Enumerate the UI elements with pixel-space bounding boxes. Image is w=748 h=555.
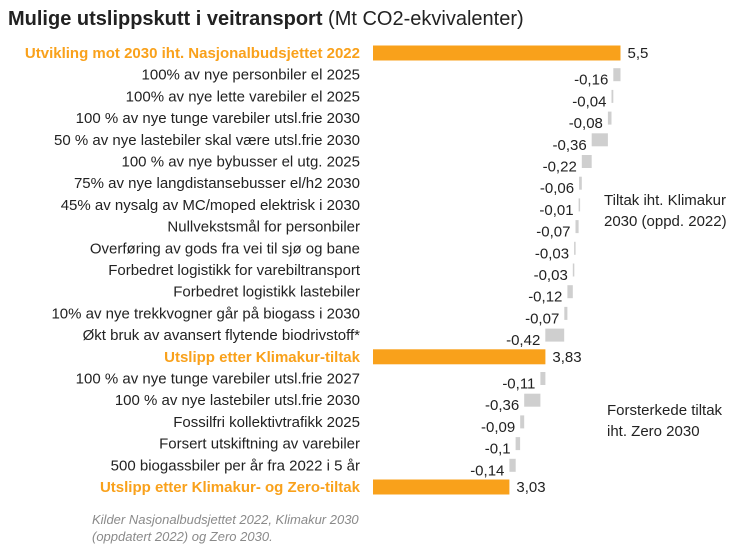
value-label: -0,36 [552, 137, 586, 154]
category-label: 100% av nye personbiler el 2025 [142, 67, 360, 84]
step-bar [611, 89, 614, 103]
category-label: 100 % av nye tunge varebiler utsl.frie 2… [76, 110, 360, 127]
group-annotation: iht. Zero 2030 [607, 423, 700, 440]
category-label: 100 % av nye lastebiler utsl.frie 2030 [115, 392, 360, 409]
step-bar [574, 241, 576, 255]
step-bar [572, 263, 575, 277]
step-bar [581, 155, 592, 168]
step-bar [578, 198, 581, 212]
category-label: 100% av nye lette varebiler el 2025 [126, 88, 360, 105]
category-label: Forbedret logistikk for varebiltransport [108, 262, 361, 279]
value-label: -0,08 [569, 115, 603, 132]
group-annotation: Tiltak iht. Klimakur [604, 192, 726, 209]
value-label: 5,5 [628, 45, 649, 62]
category-label: Forbedret logistikk lastebiler [173, 284, 360, 301]
value-label: -0,03 [534, 267, 568, 284]
step-bar [567, 285, 573, 299]
step-bar [520, 415, 525, 429]
category-label: Utvikling mot 2030 iht. Nasjonalbudsjett… [25, 45, 360, 62]
total-bar [373, 45, 621, 61]
category-label: 10% av nye trekkvogner går på biogass i … [51, 305, 360, 322]
value-label: -0,16 [574, 72, 608, 89]
value-label: -0,06 [540, 180, 574, 197]
group-annotation: 2030 (oppd. 2022) [604, 213, 727, 230]
total-bar [373, 479, 510, 495]
step-bar [579, 176, 582, 190]
value-label: 3,83 [552, 349, 581, 366]
total-bar [373, 349, 546, 365]
value-label: -0,42 [506, 332, 540, 349]
category-label: Utslipp etter Klimakur-tiltak [164, 349, 361, 366]
category-label: Overføring av gods fra vei til sjø og ba… [90, 240, 360, 257]
value-label: -0,03 [535, 245, 569, 262]
category-label: Nullvekstsmål for personbiler [167, 219, 360, 236]
value-label: -0,04 [572, 93, 606, 110]
value-label: -0,11 [502, 376, 535, 393]
category-label: 75% av nye langdistansebusser el/h2 2030 [74, 175, 360, 192]
value-label: -0,22 [543, 159, 577, 176]
step-bar [591, 133, 608, 147]
category-label: Forsert utskiftning av varebiler [159, 436, 360, 453]
category-label: 100 % av nye tunge varebiler utsl.frie 2… [76, 371, 360, 388]
value-label: -0,01 [539, 202, 573, 219]
category-label: 500 biogassbiler per år fra 2022 i 5 år [111, 457, 360, 474]
category-label: 45% av nysalg av MC/moped elektrisk i 20… [61, 197, 360, 214]
category-label: Utslipp etter Klimakur- og Zero-tiltak [100, 479, 361, 496]
value-label: -0,09 [481, 419, 515, 436]
value-label: 3,03 [516, 479, 545, 496]
value-label: -0,36 [485, 397, 519, 414]
value-label: -0,07 [525, 310, 559, 327]
category-label: Fossilfri kollektivtrafikk 2025 [173, 414, 360, 431]
step-bar [524, 393, 541, 407]
step-bar [540, 372, 546, 385]
chart-title: Mulige utslippskutt i veitransport (Mt C… [8, 8, 524, 31]
category-label: 100 % av nye bybusser el utg. 2025 [122, 154, 361, 171]
step-bar [613, 68, 621, 82]
step-bar [564, 306, 568, 320]
step-bar [509, 458, 516, 472]
value-label: -0,1 [485, 441, 511, 458]
category-label: 50 % av nye lastebiler skal være utsl.fr… [54, 132, 360, 149]
category-label: Økt bruk av avansert flytende biodrivsto… [83, 327, 361, 344]
chart-title-unit: (Mt CO2-ekvivalenter) [322, 8, 524, 30]
step-bar [607, 111, 612, 125]
group-annotation: Forsterkede tiltak [607, 402, 723, 419]
source-note: Kilder Nasjonalbudsjettet 2022, Klimakur… [92, 512, 359, 544]
value-label: -0,07 [536, 224, 570, 241]
step-bar [515, 437, 521, 451]
step-bar [545, 328, 565, 342]
value-label: -0,14 [470, 462, 504, 479]
value-label: -0,12 [528, 289, 562, 306]
chart-title-bold: Mulige utslippskutt i veitransport [8, 8, 323, 30]
step-bar [575, 220, 579, 234]
